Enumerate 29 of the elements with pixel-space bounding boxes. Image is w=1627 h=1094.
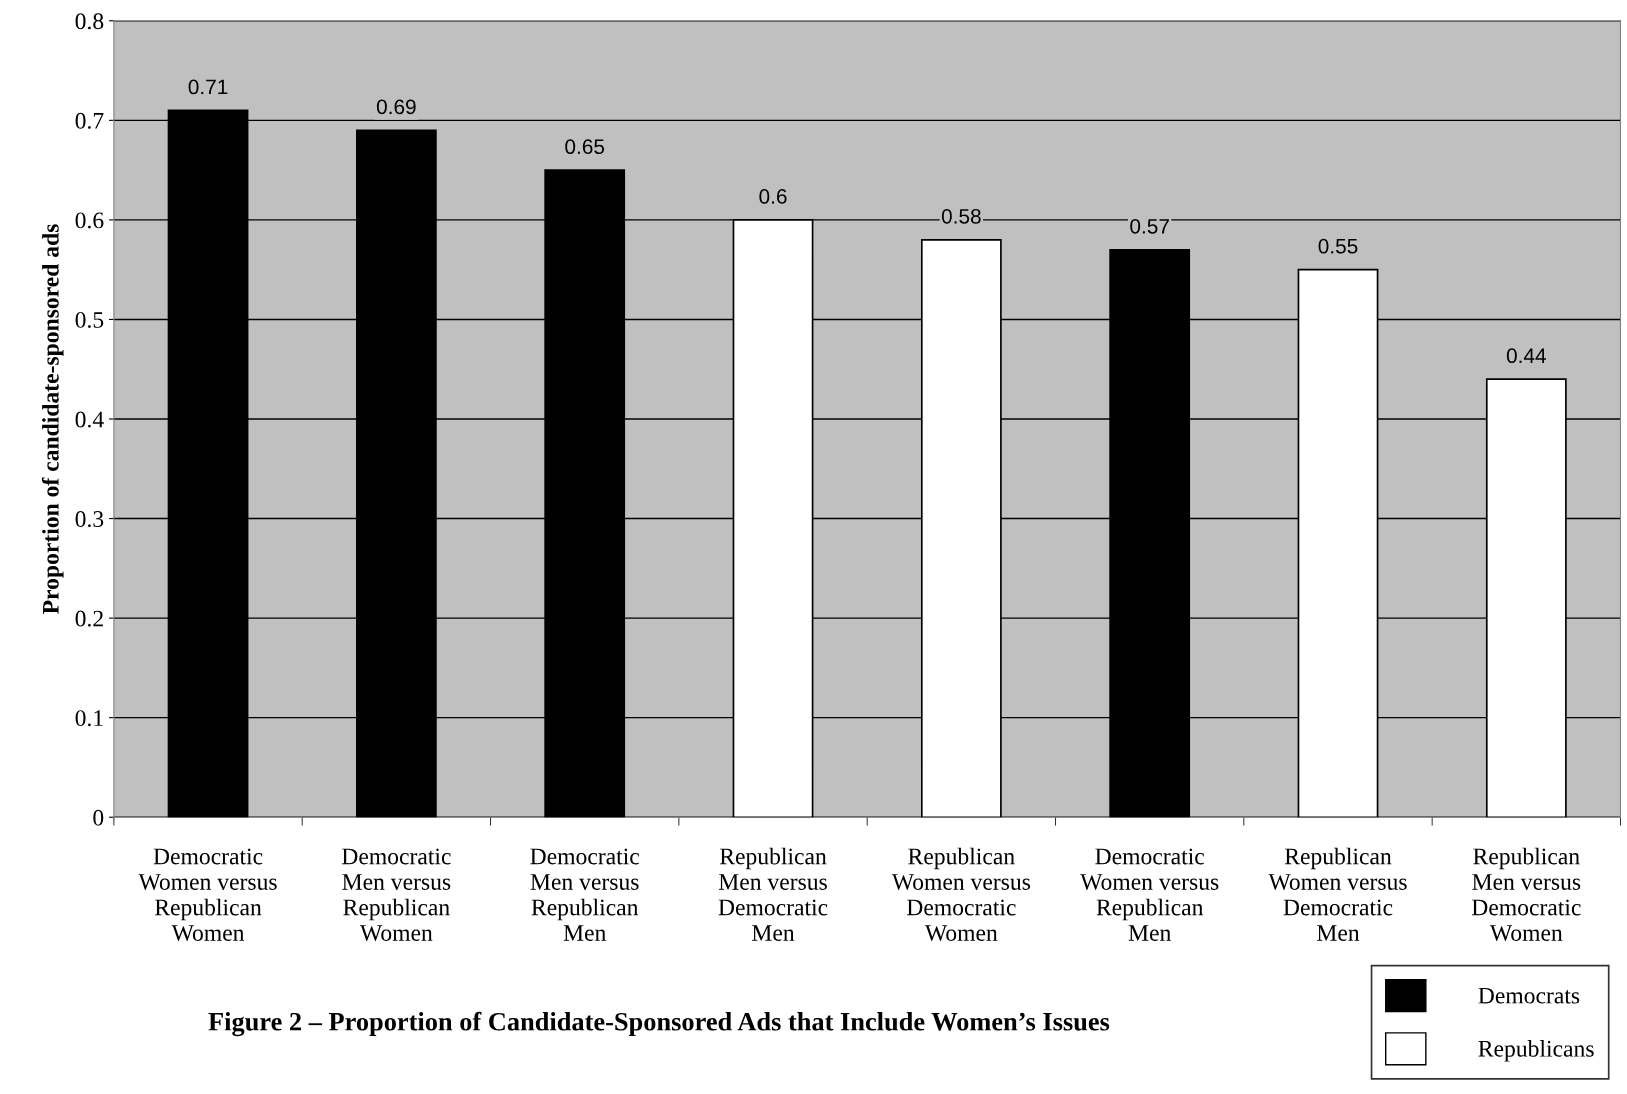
data-label: 0.44: [1506, 348, 1546, 364]
y-tick-label: 0.1: [75, 710, 103, 727]
y-tick-label: 0.3: [75, 511, 104, 528]
x-tick-label: Republican Women versus Democratic Women: [891, 847, 1031, 942]
data-label: 0.58: [941, 208, 981, 224]
text: Figure 2 – Proportion of Candidate-Sponsored Ads that Include Women’s Issues: [208, 1011, 1110, 1037]
data-label: 0.69: [376, 99, 416, 115]
x-tick-label: Republican Women versus Democratic Men: [1268, 847, 1407, 941]
y-axis-title: Proportion of candidate-sponsored ads: [41, 224, 64, 614]
data-label: 0.65: [565, 139, 605, 155]
y-tick-label: 0.6: [75, 212, 104, 229]
y-tick-label: 0.2: [75, 610, 103, 627]
legend-label: Democrats: [1478, 987, 1580, 1004]
x-tick-label: Democratic Women versus Republican Men: [1080, 848, 1219, 941]
y-tick-label: 0.7: [75, 112, 104, 129]
y-tick-label: 0.8: [75, 13, 104, 30]
data-label: 0.71: [188, 79, 228, 95]
legend-label: Republicans: [1478, 1040, 1594, 1062]
y-tick-label: 0: [93, 809, 104, 826]
x-tick-label: Democratic Men versus Republican Men: [530, 848, 640, 941]
x-tick-label: Democratic Men versus Republican Women: [341, 848, 451, 942]
data-label: 0.6: [759, 189, 787, 204]
x-tick-label: Republican Men versus Democratic Women: [1471, 847, 1581, 942]
y-tick-label: 0.5: [75, 311, 104, 328]
y-tick-label: 0.4: [75, 411, 104, 428]
data-label: 0.57: [1130, 218, 1169, 234]
x-tick-label: Democratic Women versus Republican Women: [138, 848, 277, 942]
data-label: 0.55: [1318, 238, 1358, 254]
x-tick-label: Republican Men versus Democratic Men: [718, 847, 828, 941]
